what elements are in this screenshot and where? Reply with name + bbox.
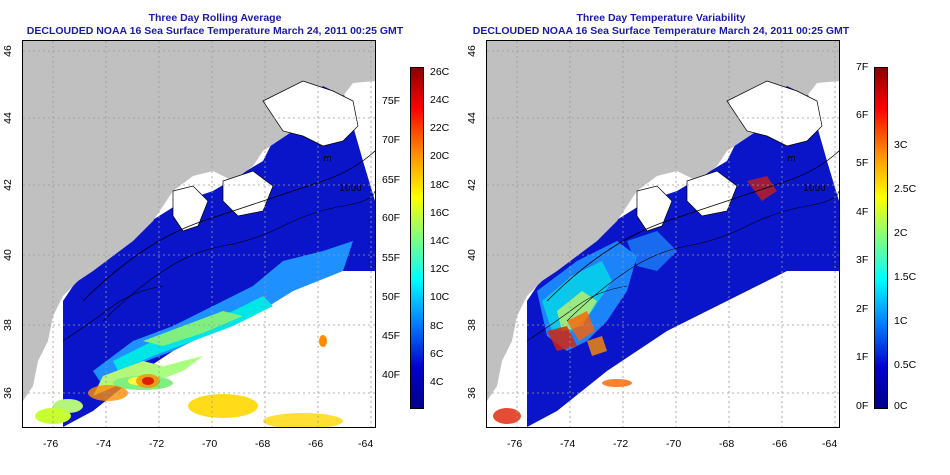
colorbar-f-label: 75F [382,95,401,107]
colorbar-f-label: 65F [382,174,401,186]
sst-average-map: m 1000 [22,40,376,428]
sst-variability-map: m 1000 [486,40,840,428]
colorbar-c-label: 3C [894,139,908,151]
colorbar-c-label: 0.5C [894,359,917,371]
colorbar-f-label: 45F [382,330,401,342]
lat-tick: 38 [465,319,478,331]
colorbar-c-label: 1C [894,315,908,327]
variability-data-layer [493,81,839,427]
lon-tick: -74 [560,438,576,450]
colorbar-f-label: 3F [856,254,869,266]
lon-tick: -68 [255,438,271,450]
lat-tick: 44 [465,112,478,124]
colorbar-c-label: 18C [430,179,450,191]
title-line2: DECLOUDED NOAA 16 Sea Surface Temperatur… [26,25,404,37]
lat-tick: 38 [1,319,14,331]
colorbar-f-label: 60F [382,212,401,224]
lon-tick: -70 [202,438,218,450]
contour-label: 1000 [339,184,362,194]
colorbar-f-label: 40F [382,369,401,381]
colorbar-f-label: 5F [856,157,869,169]
contour-label: 1000 [803,184,826,194]
colorbar-f-label: 55F [382,252,401,264]
colorbar-c-label: 12C [430,263,450,275]
title-line1: Three Day Rolling Average [148,12,282,24]
colorbar-f-label: 4F [856,206,869,218]
lon-tick: -64 [822,438,838,450]
colorbar-c-label: 2C [894,227,908,239]
contour-label: m [323,154,332,164]
colorbar-c-label: 10C [430,291,450,303]
lat-tick: 42 [465,179,478,191]
lon-tick: -76 [507,438,523,450]
colorbar-c-label: 4C [430,376,444,388]
contour-label: m [787,154,796,164]
map-title-left: Three Day Rolling Average DECLOUDED NOAA… [20,12,410,38]
colorbar-c-label: 2.5C [894,183,917,195]
lat-tick: 44 [1,112,14,124]
colorbar-c-label: 26C [430,66,450,78]
lon-tick: -74 [96,438,112,450]
colorbar-c-label: 8C [430,320,444,332]
lon-tick: -66 [772,438,788,450]
graticule [23,41,375,427]
colorbar-average [410,67,424,409]
title-line1: Three Day Temperature Variability [576,12,746,24]
graticule [487,41,839,427]
colorbar-f-label: 6F [856,109,869,121]
sst-data-layer [35,81,375,427]
colorbar-c-label: 22C [430,122,450,134]
lat-tick: 46 [1,45,14,57]
lat-tick: 36 [465,387,478,399]
colorbar-f-label: 7F [856,61,869,73]
lat-tick: 36 [1,387,14,399]
lon-tick: -68 [719,438,735,450]
lon-tick: -72 [613,438,629,450]
colorbar-f-label: 70F [382,134,401,146]
map-title-right: Three Day Temperature Variability DECLOU… [466,12,856,38]
lon-tick: -72 [149,438,165,450]
lon-tick: -76 [43,438,59,450]
lon-tick: -70 [666,438,682,450]
colorbar-variability [874,67,888,409]
colorbar-c-label: 14C [430,235,450,247]
colorbar-f-label: 1F [856,351,869,363]
colorbar-f-label: 2F [856,303,869,315]
colorbar-c-label: 0C [894,400,908,412]
lat-tick: 40 [465,249,478,261]
lon-tick: -64 [358,438,374,450]
colorbar-f-label: 0F [856,400,869,412]
lon-tick: -66 [308,438,324,450]
colorbar-c-label: 6C [430,348,444,360]
colorbar-c-label: 24C [430,94,450,106]
colorbar-c-label: 16C [430,207,450,219]
lat-tick: 40 [1,249,14,261]
colorbar-f-label: 50F [382,291,401,303]
title-line2: DECLOUDED NOAA 16 Sea Surface Temperatur… [472,25,850,37]
colorbar-c-label: 20C [430,150,450,162]
colorbar-c-label: 1.5C [894,271,917,283]
lat-tick: 46 [465,45,478,57]
lat-tick: 42 [1,179,14,191]
